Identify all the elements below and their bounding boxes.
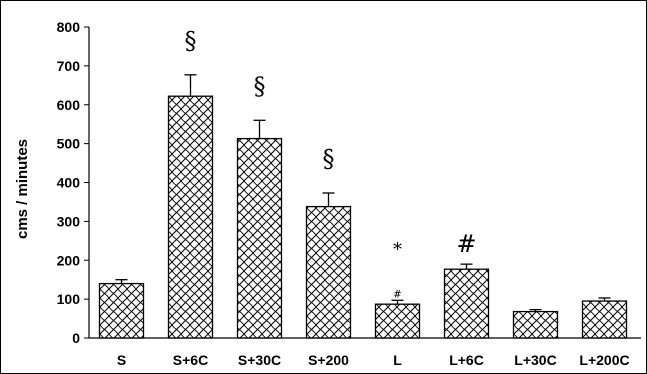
bar	[443, 268, 490, 339]
significance-mark: §	[254, 72, 266, 100]
x-tick-label: S	[117, 352, 126, 368]
bar	[98, 282, 145, 339]
bar	[512, 310, 559, 339]
y-tick-label: 0	[72, 330, 80, 346]
y-tick-label: 500	[57, 136, 81, 152]
y-ticks: 0 100 200 300 400 500 600 700 800	[57, 19, 89, 346]
bar-group: §	[167, 27, 214, 339]
bar-group: #	[443, 230, 490, 339]
bar	[581, 300, 628, 339]
bar-group: §	[236, 72, 283, 339]
bar-group	[512, 308, 559, 339]
y-tick-label: 100	[57, 291, 81, 307]
significance-mark-upper: *	[393, 239, 402, 260]
x-tick-label: S+30C	[238, 352, 281, 368]
bars: §§§#* #	[98, 27, 628, 339]
bar	[167, 95, 214, 339]
y-tick-label: 800	[57, 19, 81, 35]
bar	[305, 205, 352, 339]
significance-mark: §	[185, 27, 197, 55]
y-tick-label: 700	[57, 58, 81, 74]
x-tick-label: L+6C	[449, 352, 484, 368]
y-tick-label: 600	[57, 97, 81, 113]
y-tick-label: 400	[57, 175, 81, 191]
significance-mark: #	[393, 289, 401, 300]
y-tick-label: 300	[57, 213, 81, 229]
bar	[236, 137, 283, 339]
significance-mark: §	[323, 145, 335, 173]
x-tick-label: L+30C	[514, 352, 556, 368]
x-tick-label: S+6C	[173, 352, 208, 368]
bar-group: §	[305, 145, 352, 339]
bar-group	[98, 279, 145, 339]
x-tick-label: L+200C	[579, 352, 629, 368]
x-tick-label: S+200	[308, 352, 349, 368]
x-tick-label: L	[393, 352, 402, 368]
x-tick-labels: S S+6C S+30C S+200 L L+6C L+30C L+200C	[117, 352, 630, 368]
bar-group: #*	[374, 239, 421, 339]
y-tick-label: 200	[57, 252, 81, 268]
y-axis-label: cms / minutes	[14, 139, 31, 239]
significance-mark: #	[456, 230, 476, 258]
bar-group	[581, 297, 628, 339]
bar	[374, 303, 421, 339]
